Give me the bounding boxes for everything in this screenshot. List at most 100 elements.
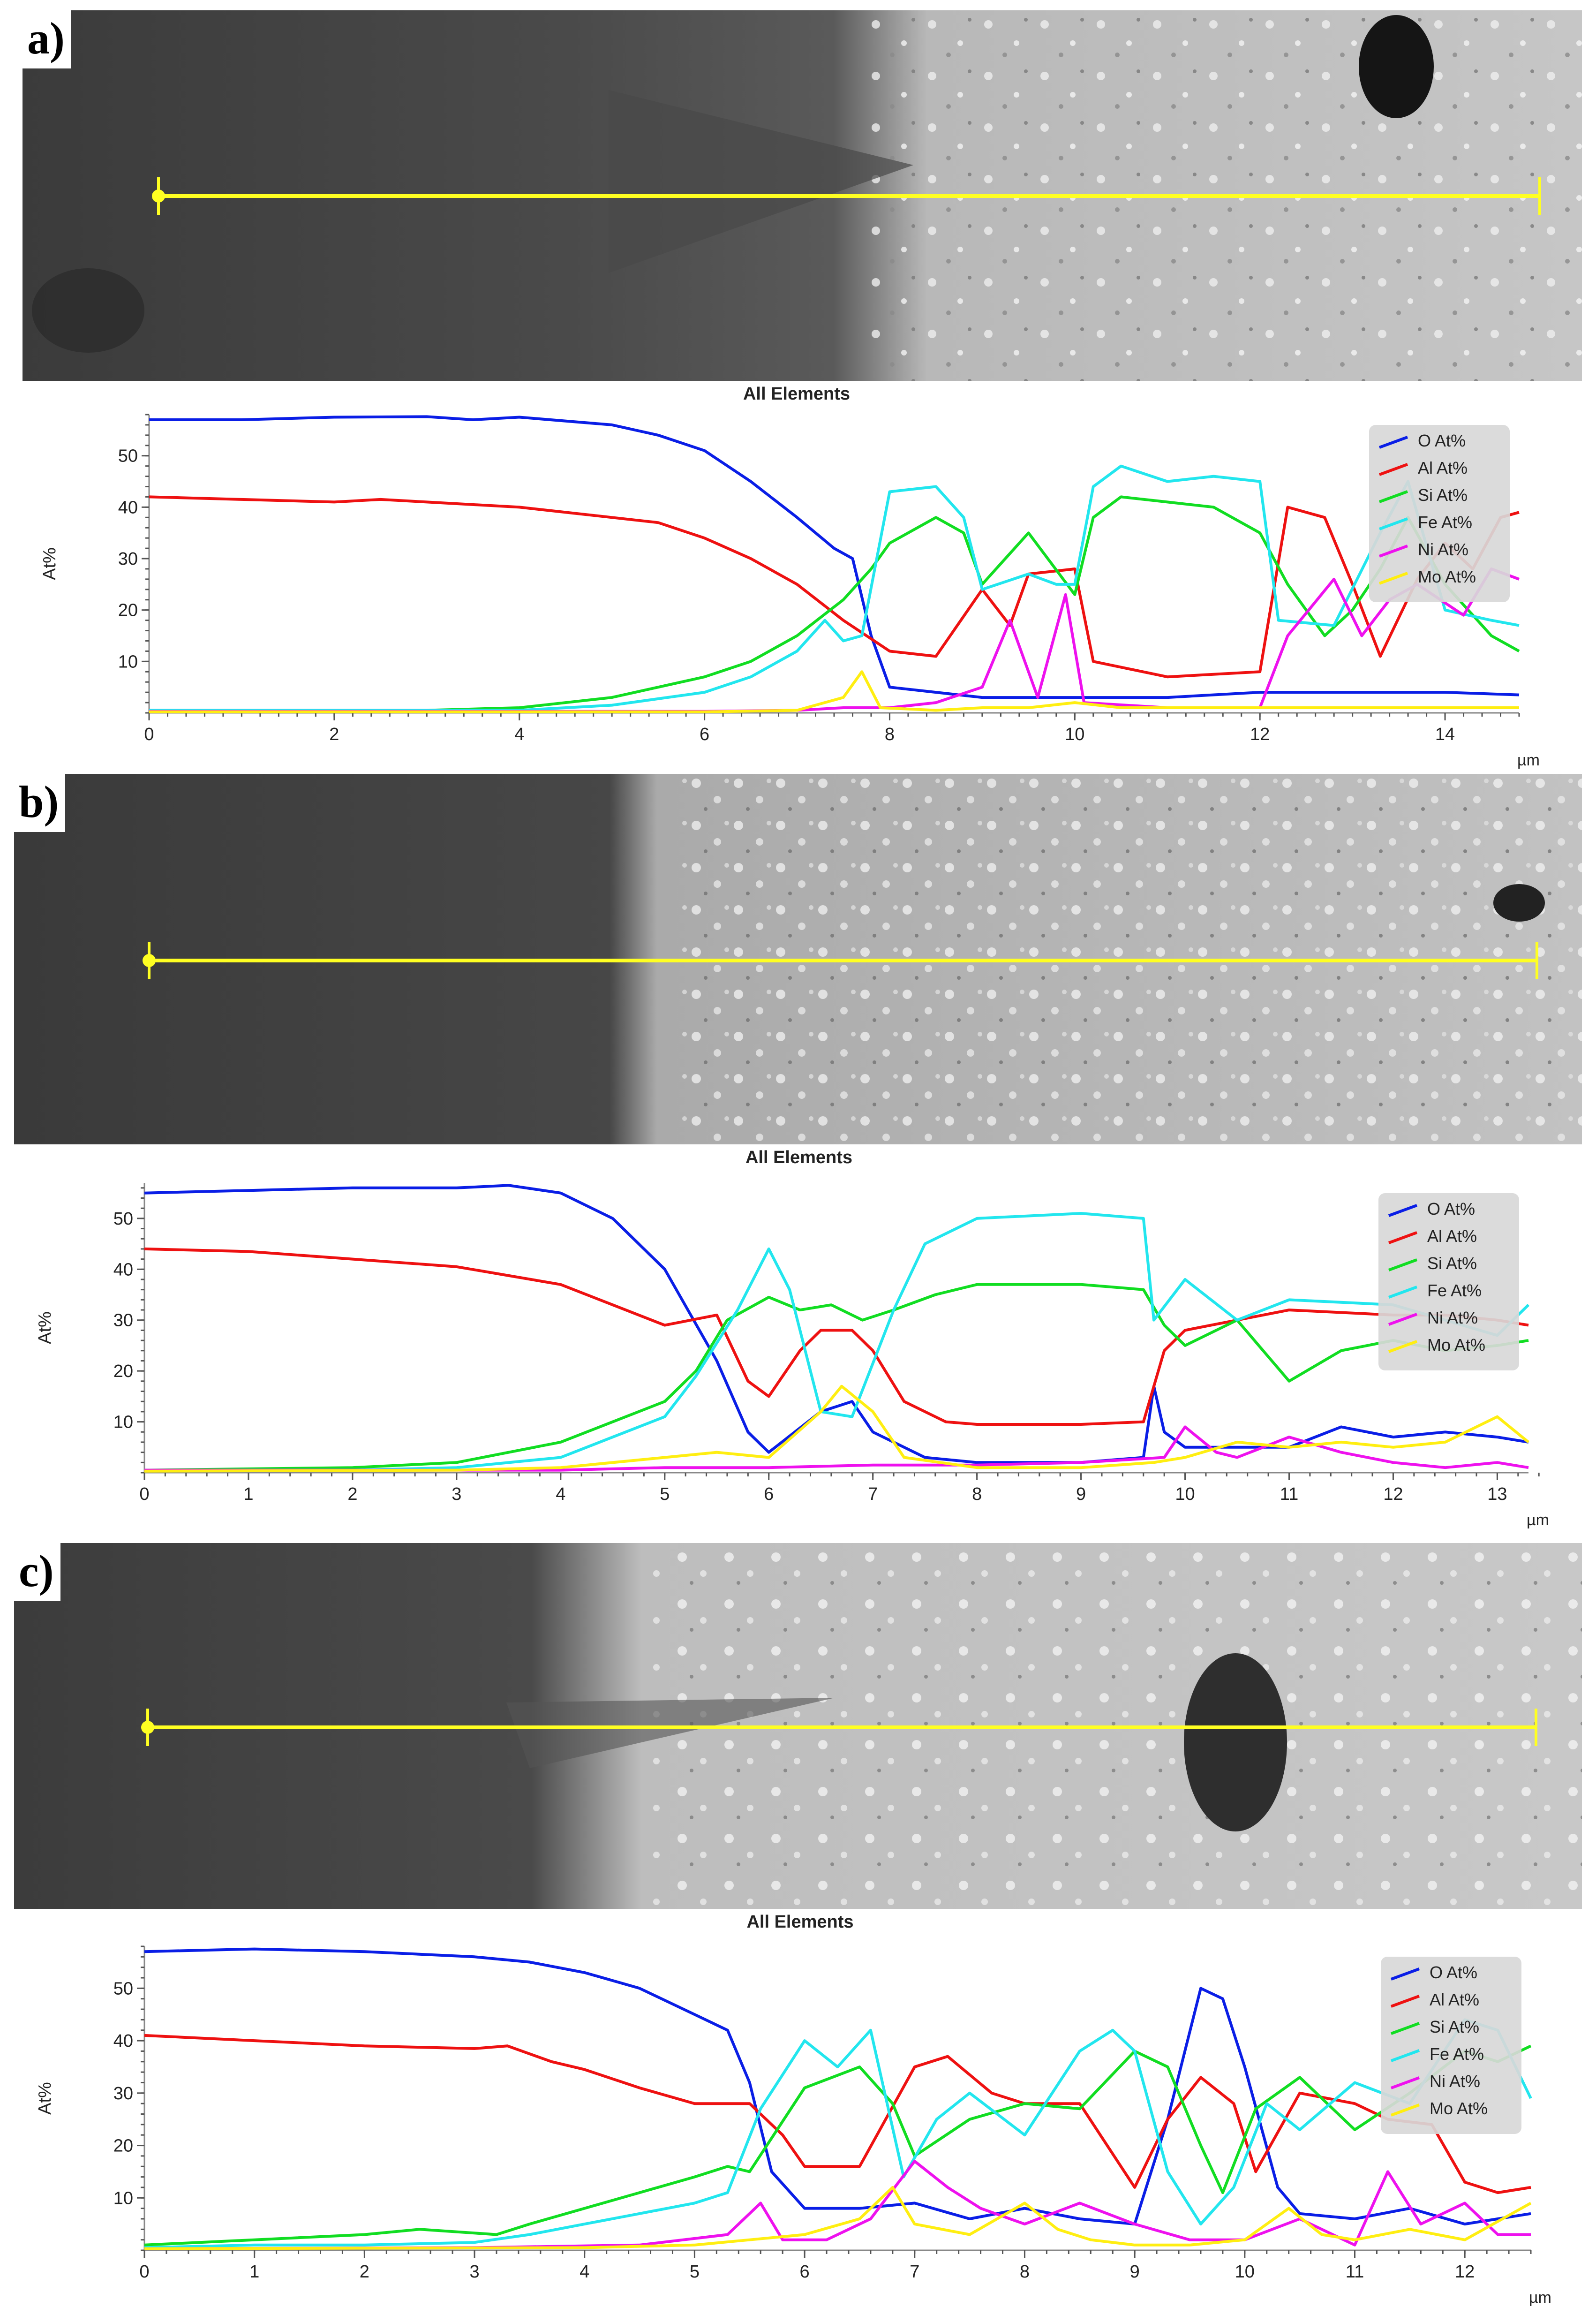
- x-tick-label: 11: [1346, 2262, 1364, 2282]
- x-tick-label: 5: [660, 1484, 670, 1504]
- legend-label: Si At%: [1427, 1254, 1477, 1273]
- x-tick-label: 6: [800, 2262, 810, 2282]
- series-line-fe: [144, 2018, 1532, 2249]
- x-tick-label: 3: [469, 2262, 479, 2282]
- legend-swatch: [1390, 1995, 1420, 2008]
- series-line-mo: [149, 670, 1519, 713]
- legend-swatch: [1388, 1313, 1418, 1326]
- x-tick-label: 9: [1130, 2262, 1140, 2282]
- y-tick-label: 20: [113, 1362, 133, 1381]
- series-line-o: [144, 1947, 1531, 2226]
- legend: O At% Al At% Si At% Fe At% Ni At% Mo At%: [1381, 1957, 1521, 2134]
- series-line-al: [144, 1247, 1529, 1426]
- y-tick-label: 30: [118, 549, 138, 569]
- sem-micrograph: [14, 774, 1582, 1144]
- y-tick-label: 20: [118, 601, 138, 620]
- panel-b: b) All Elements 10 20 30 40 50 0 1 2 3 4 5 6 7 8 9 10 11 1…: [0, 769, 1596, 1538]
- y-tick-label: 10: [118, 652, 138, 672]
- legend-swatch: [1390, 2076, 1420, 2089]
- x-tick-label: 12: [1250, 725, 1270, 744]
- sem-image: [14, 1543, 1582, 1909]
- x-axis-unit: µm: [1529, 2289, 1551, 2307]
- sem-micrograph: [23, 10, 1582, 381]
- legend-label: O At%: [1427, 1199, 1475, 1218]
- series-line-mo: [144, 1384, 1529, 1473]
- x-tick-label: 12: [1383, 1484, 1403, 1504]
- legend-swatch: [1388, 1258, 1418, 1271]
- panel-label: c): [14, 1543, 60, 1601]
- legend-background: [1381, 1957, 1521, 2134]
- y-axis-label: At%: [35, 2082, 55, 2115]
- series-line-mo: [144, 2186, 1532, 2250]
- x-axis-unit: µm: [1527, 1511, 1549, 1529]
- legend-swatch: [1388, 1231, 1418, 1244]
- legend-label: O At%: [1418, 431, 1466, 450]
- legend-label: Al At%: [1430, 1990, 1479, 2009]
- y-tick-label: 10: [113, 2188, 133, 2208]
- legend-label: Si At%: [1418, 485, 1468, 505]
- legend-label: Fe At%: [1418, 513, 1472, 532]
- legend: O At% Al At% Si At% Fe At% Ni At% Mo At%: [1369, 425, 1510, 602]
- x-tick-label: 4: [514, 725, 524, 744]
- legend-background: [1378, 1193, 1519, 1370]
- series-line-ni: [144, 2160, 1531, 2250]
- y-axis-label: At%: [40, 547, 60, 580]
- y-tick-label: 40: [118, 498, 138, 517]
- sem-micrograph: [14, 1543, 1582, 1909]
- x-tick-label: 4: [580, 2262, 589, 2282]
- x-tick-label: 3: [452, 1484, 461, 1504]
- x-tick-label: 8: [972, 1484, 982, 1504]
- legend-label: Ni At%: [1430, 2072, 1480, 2091]
- series-line-si: [149, 495, 1520, 712]
- series-line-ni: [144, 1425, 1529, 1472]
- chart-title: All Elements: [746, 1912, 853, 1932]
- x-tick-label: 11: [1280, 1484, 1298, 1504]
- legend-swatch: [1388, 1286, 1418, 1299]
- y-tick-label: 50: [113, 1209, 133, 1229]
- legend-swatch: [1390, 1967, 1420, 1981]
- chart-a: All Elements 10 20 30 40 50 0 2 4 6 8 10 12 14 At% µm O …: [40, 384, 1540, 769]
- legend-swatch: [1378, 517, 1408, 530]
- x-tick-label: 10: [1235, 2262, 1255, 2282]
- chart-title: All Elements: [743, 384, 850, 404]
- x-tick-label: 1: [249, 2262, 259, 2282]
- x-tick-label: 8: [1020, 2262, 1030, 2282]
- x-tick-label: 4: [556, 1484, 565, 1504]
- y-tick-label: 30: [113, 2084, 133, 2103]
- legend-label: Fe At%: [1430, 2044, 1484, 2064]
- y-tick-label: 10: [113, 1413, 133, 1432]
- legend-label: Ni At%: [1427, 1308, 1478, 1327]
- x-tick-label: 2: [329, 725, 339, 744]
- x-tick-label: 1: [243, 1484, 253, 1504]
- legend-label: Mo At%: [1430, 2099, 1488, 2118]
- x-tick-label: 7: [910, 2262, 919, 2282]
- x-tick-label: 5: [690, 2262, 700, 2282]
- y-tick-label: 40: [113, 1260, 133, 1279]
- legend-label: Al At%: [1427, 1226, 1477, 1246]
- x-tick-label: 10: [1175, 1484, 1195, 1504]
- legend-label: O At%: [1430, 1963, 1477, 1982]
- x-tick-label: 7: [868, 1484, 878, 1504]
- x-tick-label: 2: [360, 2262, 369, 2282]
- x-tick-label: 6: [700, 725, 709, 744]
- legend-swatch: [1378, 463, 1408, 476]
- sem-image: [14, 774, 1582, 1144]
- legend-label: Mo At%: [1427, 1335, 1485, 1354]
- series-line-o: [144, 1184, 1529, 1464]
- legend-label: Ni At%: [1418, 540, 1468, 559]
- y-tick-label: 50: [113, 1979, 133, 1998]
- y-tick-label: 50: [118, 446, 138, 466]
- x-tick-label: 6: [764, 1484, 774, 1504]
- y-tick-label: 20: [113, 2136, 133, 2156]
- legend-swatch: [1378, 436, 1408, 449]
- sem-image: [23, 10, 1582, 381]
- legend-swatch: [1390, 2103, 1420, 2117]
- legend-swatch: [1388, 1340, 1418, 1353]
- x-tick-label: 14: [1435, 725, 1455, 744]
- x-tick-label: 0: [139, 1484, 149, 1504]
- x-tick-label: 2: [347, 1484, 357, 1504]
- legend-swatch: [1388, 1204, 1418, 1217]
- x-tick-label: 13: [1487, 1484, 1507, 1504]
